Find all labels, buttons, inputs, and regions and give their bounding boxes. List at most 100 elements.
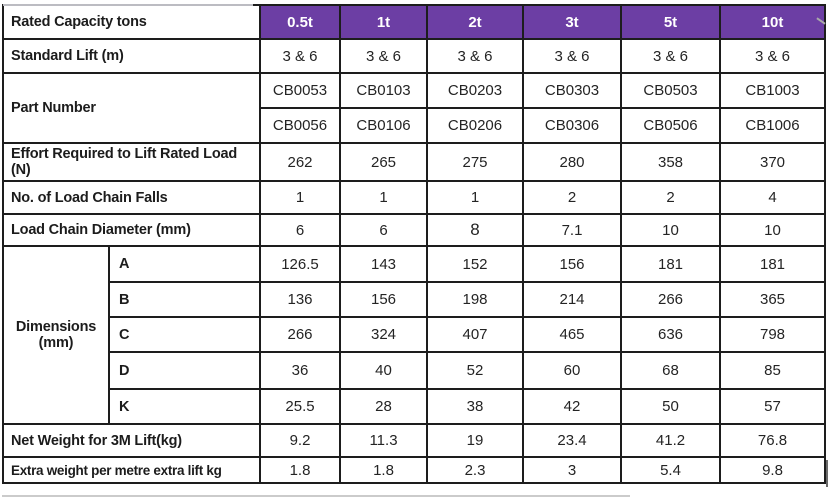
dim-row-label: C <box>108 316 261 354</box>
row-extra-weight: Extra weight per metre extra lift kg 1.8… <box>2 456 826 485</box>
value-cell: CB0053 <box>259 72 341 109</box>
row-chain-diameter: Load Chain Diameter (mm) 6 6 8 7.1 10 10 <box>2 213 826 248</box>
row-part-number-1: Part Number CB0053 CB0103 CB0203 CB0303 … <box>2 72 826 144</box>
spec-table: Rated Capacity tons 0.5t 1t 2t 3t 5t 10t… <box>2 4 826 485</box>
value-cell: 181 <box>620 245 721 284</box>
value-cell: 36 <box>259 351 341 391</box>
value-cell: 2 <box>522 180 622 216</box>
value-cell: 152 <box>426 245 524 284</box>
value-cell: 2.3 <box>426 456 524 485</box>
scan-artifact-right-tick <box>826 460 828 487</box>
dimensions-group-label: Dimensions (mm) <box>2 245 110 426</box>
value-cell: CB0106 <box>339 107 428 144</box>
value-cell: 324 <box>339 316 428 354</box>
value-cell: CB0103 <box>339 72 428 109</box>
value-cell: 38 <box>426 388 524 426</box>
value-cell: 1 <box>339 180 428 216</box>
capacity-header-3t: 3t <box>522 4 622 40</box>
row-dim-a: Dimensions (mm) A 126.5 143 152 156 181 … <box>2 245 826 426</box>
header-row: Rated Capacity tons 0.5t 1t 2t 3t 5t 10t <box>2 4 826 40</box>
value-cell: 11.3 <box>339 423 428 459</box>
row-label: Part Number <box>2 72 261 144</box>
row-dim-k: K 25.5 28 38 42 50 57 <box>3 388 826 426</box>
row-chain-falls: No. of Load Chain Falls 1 1 1 2 2 4 <box>2 180 826 216</box>
value-cell: 198 <box>426 281 524 319</box>
value-cell: 266 <box>259 316 341 354</box>
value-cell: 365 <box>719 281 826 319</box>
value-cell: 8 <box>426 213 524 248</box>
value-cell: 1.8 <box>339 456 428 485</box>
value-cell: 85 <box>719 351 826 391</box>
value-cell: 143 <box>339 245 428 284</box>
value-cell: CB0506 <box>620 107 721 144</box>
capacity-header-2t: 2t <box>426 4 524 40</box>
value-cell: 60 <box>522 351 622 391</box>
value-cell: 126.5 <box>259 245 341 284</box>
value-cell: 3 & 6 <box>719 38 826 74</box>
value-cell: CB0206 <box>426 107 524 144</box>
row-label: Load Chain Diameter (mm) <box>2 213 261 248</box>
value-cell: 23.4 <box>522 423 622 459</box>
dim-row-label: D <box>108 351 261 391</box>
value-cell: CB0306 <box>522 107 622 144</box>
row-dim-d: D 36 40 52 60 68 85 <box>3 351 826 391</box>
value-cell: 181 <box>719 245 826 284</box>
capacity-header-10t: 10t <box>719 4 826 40</box>
value-cell: CB1003 <box>719 72 826 109</box>
value-cell: 3 & 6 <box>522 38 622 74</box>
value-cell: 19 <box>426 423 524 459</box>
row-effort: Effort Required to Lift Rated Load (N) 2… <box>2 141 826 183</box>
value-cell: 280 <box>522 141 622 183</box>
value-cell: 465 <box>522 316 622 354</box>
dim-row-label: K <box>108 388 261 426</box>
value-cell: 9.8 <box>719 456 826 485</box>
value-cell: 50 <box>620 388 721 426</box>
value-cell: 4 <box>719 180 826 216</box>
value-cell: 798 <box>719 316 826 354</box>
value-cell: 3 & 6 <box>339 38 428 74</box>
value-cell: 57 <box>719 388 826 426</box>
value-cell: 1.8 <box>259 456 341 485</box>
value-cell: CB0203 <box>426 72 524 109</box>
value-cell: 136 <box>259 281 341 319</box>
row-net-weight: Net Weight for 3M Lift(kg) 9.2 11.3 19 2… <box>2 423 826 459</box>
value-cell: 28 <box>339 388 428 426</box>
value-cell: 5.4 <box>620 456 721 485</box>
value-cell: CB0503 <box>620 72 721 109</box>
row-label: Net Weight for 3M Lift(kg) <box>2 423 261 459</box>
value-cell: 275 <box>426 141 524 183</box>
spec-sheet: Rated Capacity tons 0.5t 1t 2t 3t 5t 10t… <box>0 4 830 500</box>
row-label: Extra weight per metre extra lift kg <box>2 456 261 485</box>
value-cell: 6 <box>259 213 341 248</box>
dim-row-label: A <box>108 245 261 284</box>
value-cell: 265 <box>339 141 428 183</box>
value-cell: 76.8 <box>719 423 826 459</box>
capacity-header-1t: 1t <box>339 4 428 40</box>
value-cell: 358 <box>620 141 721 183</box>
value-cell: 6 <box>339 213 428 248</box>
value-cell: 1 <box>259 180 341 216</box>
row-label: No. of Load Chain Falls <box>2 180 261 216</box>
scan-artifact-bottom-line <box>2 495 630 497</box>
value-cell: 156 <box>522 245 622 284</box>
value-cell: 1 <box>426 180 524 216</box>
value-cell: 407 <box>426 316 524 354</box>
scan-artifact-top-line <box>3 4 253 6</box>
row-label: Effort Required to Lift Rated Load (N) <box>2 141 261 183</box>
value-cell: 214 <box>522 281 622 319</box>
row-dim-b: B 136 156 198 214 266 365 <box>3 281 826 319</box>
value-cell: 40 <box>339 351 428 391</box>
value-cell: CB1006 <box>719 107 826 144</box>
value-cell: 10 <box>719 213 826 248</box>
value-cell: 2 <box>620 180 721 216</box>
corner-header-label: Rated Capacity tons <box>2 4 261 40</box>
value-cell: 262 <box>259 141 341 183</box>
value-cell: 370 <box>719 141 826 183</box>
row-standard-lift: Standard Lift (m) 3 & 6 3 & 6 3 & 6 3 & … <box>2 38 826 74</box>
capacity-header-0-5t: 0.5t <box>259 4 341 40</box>
value-cell: 41.2 <box>620 423 721 459</box>
value-cell: CB0303 <box>522 72 622 109</box>
capacity-header-5t: 5t <box>620 4 721 40</box>
value-cell: 68 <box>620 351 721 391</box>
value-cell: 3 & 6 <box>620 38 721 74</box>
